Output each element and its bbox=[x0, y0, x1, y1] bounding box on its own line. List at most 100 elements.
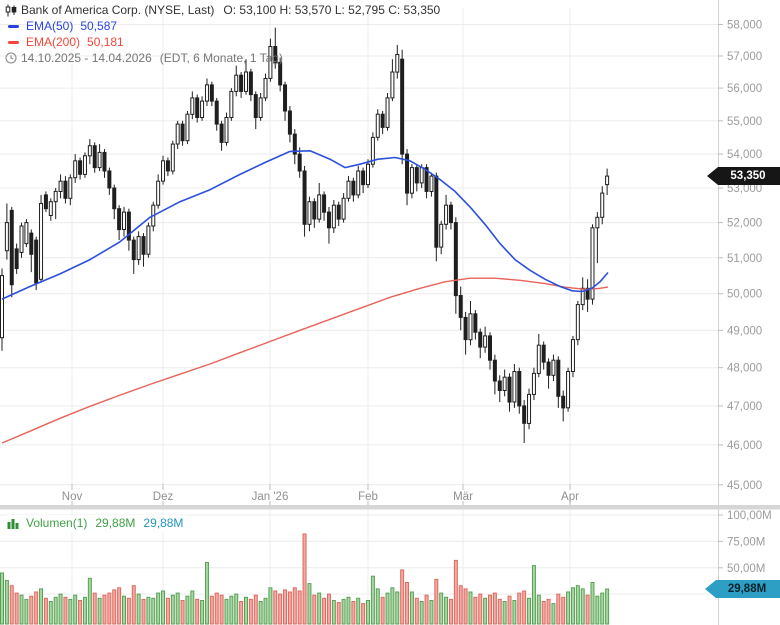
volume-bar bbox=[248, 598, 253, 625]
volume-current-value: 29,88M bbox=[143, 516, 184, 530]
volume-bar bbox=[312, 594, 317, 625]
ema50-line bbox=[1, 150, 609, 300]
price-axis[interactable]: 45,000 46,000 47,000 48,000 49,000 50,000 51,0… bbox=[718, 0, 772, 625]
volume-bar bbox=[14, 592, 19, 625]
volume-bar bbox=[224, 598, 229, 625]
candle bbox=[434, 175, 439, 248]
volume-bar bbox=[536, 594, 541, 625]
volume-legend[interactable]: Volumen(1) 29,88M 29,88M bbox=[5, 515, 189, 532]
candle bbox=[180, 123, 185, 142]
candle bbox=[19, 225, 24, 253]
candle bbox=[488, 335, 492, 361]
volume-bar bbox=[531, 565, 536, 625]
candle bbox=[258, 97, 263, 119]
candle bbox=[102, 151, 107, 172]
candle bbox=[195, 97, 200, 119]
candles bbox=[0, 27, 610, 443]
candle bbox=[131, 239, 136, 261]
volume-bar bbox=[122, 595, 126, 625]
volume-bar bbox=[517, 592, 522, 625]
volume-bar bbox=[317, 592, 322, 625]
volume-bar bbox=[302, 533, 307, 625]
price-axis-label: 45,000 bbox=[727, 480, 762, 492]
candle bbox=[322, 194, 327, 213]
volume-bar bbox=[585, 594, 590, 625]
volume-bar bbox=[78, 600, 83, 625]
candle bbox=[400, 58, 405, 155]
pane-splitter[interactable] bbox=[0, 505, 780, 510]
volume-bar bbox=[48, 601, 53, 625]
volume-bar bbox=[546, 598, 551, 625]
candle bbox=[380, 113, 385, 128]
candle bbox=[336, 204, 341, 220]
volume-bar bbox=[590, 582, 595, 625]
volume-bar bbox=[214, 592, 219, 625]
candle bbox=[595, 216, 600, 229]
month-label: Feb bbox=[358, 491, 378, 503]
volume-bar bbox=[156, 592, 161, 625]
candle bbox=[458, 295, 463, 318]
ema50-swatch bbox=[8, 24, 19, 28]
candle bbox=[473, 313, 478, 333]
volume-bar bbox=[434, 578, 439, 625]
volume-bar bbox=[341, 598, 346, 625]
candle bbox=[414, 167, 419, 184]
price-axis-label: 55,000 bbox=[727, 116, 762, 128]
volume-bar bbox=[458, 585, 463, 625]
candle bbox=[117, 208, 122, 231]
candle bbox=[590, 227, 595, 300]
volume-bar bbox=[190, 590, 195, 625]
candle bbox=[580, 287, 585, 306]
ema50-legend[interactable]: EMA(50) 50,587 bbox=[5, 18, 440, 34]
candle bbox=[14, 248, 19, 269]
volume-bar bbox=[180, 600, 185, 625]
ema200-legend[interactable]: EMA(200) 50,181 bbox=[5, 34, 440, 50]
volume-bar bbox=[253, 594, 258, 625]
candle bbox=[361, 170, 366, 186]
volume-bar bbox=[283, 589, 288, 625]
candle bbox=[497, 380, 502, 391]
candle bbox=[283, 84, 288, 112]
candle bbox=[278, 61, 283, 86]
candle bbox=[43, 194, 48, 210]
volume-bar bbox=[19, 594, 24, 625]
candle bbox=[585, 287, 590, 300]
candle bbox=[122, 211, 126, 231]
volume-bar bbox=[595, 595, 600, 625]
candle bbox=[9, 209, 14, 286]
candle bbox=[73, 160, 78, 179]
volume-bar bbox=[102, 594, 107, 625]
last-volume-badge-text: 29,88M bbox=[727, 583, 767, 595]
candle bbox=[141, 236, 146, 255]
ema200-swatch bbox=[8, 40, 19, 44]
volume-axis-label: 50,00M bbox=[727, 563, 765, 575]
candle bbox=[214, 100, 219, 125]
volume-bar bbox=[488, 594, 492, 625]
volume-bar bbox=[97, 597, 102, 625]
gridlines bbox=[0, 8, 718, 625]
candle bbox=[219, 123, 224, 143]
candle bbox=[82, 155, 87, 175]
price-axis-label: 57,000 bbox=[727, 51, 762, 63]
price-axis-label: 54,000 bbox=[727, 149, 762, 161]
time-axis[interactable]: Nov Dez Jan '26 Feb Mär Apr bbox=[62, 484, 579, 505]
volume-axis-label: 100,00M bbox=[727, 510, 772, 522]
volume-bar bbox=[141, 598, 146, 625]
volume-bar bbox=[234, 593, 239, 625]
candle bbox=[48, 201, 53, 216]
candle bbox=[24, 222, 29, 245]
candle bbox=[268, 46, 273, 79]
volume-bar bbox=[512, 600, 517, 625]
volume-bar bbox=[195, 598, 200, 625]
volume-bar bbox=[541, 601, 546, 625]
volume-bars-icon bbox=[7, 518, 21, 529]
volume-bar bbox=[385, 592, 390, 625]
volume-bar bbox=[292, 587, 297, 625]
candle bbox=[507, 376, 512, 403]
volume-bar bbox=[273, 590, 278, 625]
candle bbox=[307, 201, 312, 225]
price-axis-label: 53,000 bbox=[727, 183, 762, 195]
volume-bar bbox=[278, 593, 283, 625]
volume-bar bbox=[0, 572, 4, 625]
